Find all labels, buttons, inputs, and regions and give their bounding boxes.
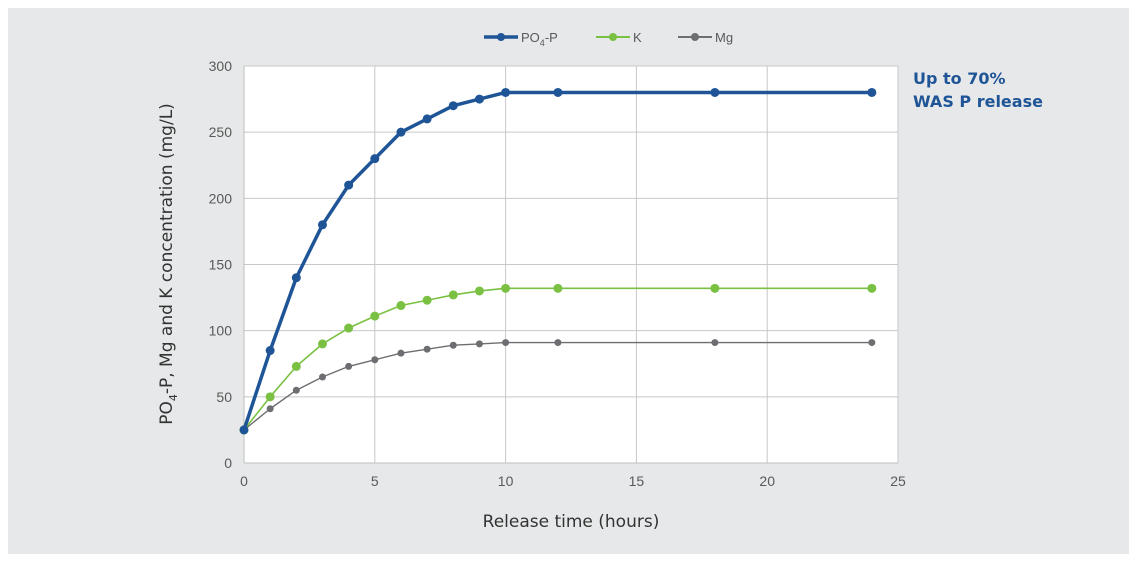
data-point-mg bbox=[397, 349, 405, 357]
data-point-k bbox=[291, 361, 301, 371]
y-tick-label: 0 bbox=[224, 455, 232, 471]
y-tick-label: 50 bbox=[216, 389, 232, 405]
x-tick-label: 5 bbox=[371, 473, 379, 489]
data-point-k bbox=[710, 283, 720, 293]
data-point-mg bbox=[475, 340, 483, 348]
data-point-k bbox=[501, 283, 511, 293]
series-k bbox=[239, 283, 877, 435]
data-point-k bbox=[317, 339, 327, 349]
data-point-k bbox=[553, 283, 563, 293]
data-point-mg bbox=[711, 339, 719, 347]
data-point-po-p bbox=[553, 87, 563, 97]
data-point-po-p bbox=[710, 87, 720, 97]
legend-swatch-marker bbox=[691, 33, 699, 41]
data-point-po-p bbox=[867, 87, 877, 97]
legend: PO4-P K Mg bbox=[484, 30, 733, 48]
legend-label: PO4-P bbox=[521, 30, 558, 48]
annotation-line-2: WAS P release bbox=[913, 92, 1043, 111]
data-point-k bbox=[867, 283, 877, 293]
data-point-mg bbox=[554, 339, 562, 347]
series-line-mg bbox=[243, 341, 873, 431]
data-point-mg bbox=[423, 345, 431, 353]
data-point-mg bbox=[266, 405, 274, 413]
y-tick-label: 200 bbox=[209, 190, 233, 206]
legend-swatch-marker bbox=[609, 33, 617, 41]
series-po-p bbox=[239, 87, 877, 435]
data-point-mg bbox=[371, 356, 379, 364]
legend-swatch-marker bbox=[497, 33, 505, 41]
x-tick-label: 15 bbox=[629, 473, 645, 489]
data-point-po-p bbox=[370, 154, 380, 164]
data-point-po-p bbox=[501, 87, 511, 97]
y-tick-label: 300 bbox=[209, 58, 233, 74]
data-point-po-p bbox=[265, 346, 275, 356]
y-tick-label: 100 bbox=[209, 323, 233, 339]
x-tick-label: 0 bbox=[240, 473, 248, 489]
x-tick-label: 10 bbox=[498, 473, 514, 489]
legend-item-po-p: PO4-P bbox=[484, 30, 558, 48]
data-point-k bbox=[265, 392, 275, 402]
y-tick-label: 250 bbox=[209, 124, 233, 140]
data-point-mg bbox=[318, 373, 326, 381]
data-point-mg bbox=[502, 339, 510, 347]
data-point-po-p bbox=[448, 101, 458, 111]
x-tick-label: 20 bbox=[759, 473, 775, 489]
data-point-po-p bbox=[291, 273, 301, 283]
data-point-mg bbox=[292, 386, 300, 394]
legend-label: Mg bbox=[715, 30, 733, 45]
legend-item-k: K bbox=[596, 30, 642, 45]
data-point-k bbox=[422, 295, 432, 305]
series-layer bbox=[239, 87, 877, 435]
data-point-k bbox=[396, 301, 406, 311]
y-axis-title-pre: PO bbox=[157, 401, 177, 425]
data-point-mg bbox=[449, 341, 457, 349]
y-axis-title: PO4-P, Mg and K concentration (mg/L) bbox=[157, 103, 180, 425]
data-point-mg bbox=[345, 362, 353, 370]
series-line-k bbox=[243, 287, 873, 431]
legend-item-mg: Mg bbox=[678, 30, 733, 45]
data-point-po-p bbox=[239, 425, 249, 435]
data-point-mg bbox=[868, 339, 876, 347]
data-point-k bbox=[448, 290, 458, 300]
data-point-po-p bbox=[396, 127, 406, 137]
annotation-line-1: Up to 70% bbox=[913, 69, 1006, 88]
x-tick-label: 25 bbox=[890, 473, 906, 489]
data-point-k bbox=[344, 323, 354, 333]
data-point-k bbox=[474, 286, 484, 296]
grid-lines bbox=[243, 65, 899, 464]
y-axis-title-sub: 4 bbox=[167, 394, 180, 401]
data-point-po-p bbox=[317, 220, 327, 230]
data-point-po-p bbox=[474, 94, 484, 104]
y-axis-title-post: -P, Mg and K concentration (mg/L) bbox=[157, 103, 177, 394]
series-line-po-p bbox=[242, 90, 874, 432]
legend-label: K bbox=[633, 30, 642, 45]
x-axis-title: Release time (hours) bbox=[483, 512, 660, 532]
axes: 0 50 100 150 200 250 300 0 5 10 15 20 25 bbox=[209, 58, 906, 489]
data-point-k bbox=[370, 311, 380, 321]
data-point-po-p bbox=[422, 114, 432, 124]
y-tick-label: 150 bbox=[209, 257, 233, 273]
data-point-po-p bbox=[344, 180, 354, 190]
